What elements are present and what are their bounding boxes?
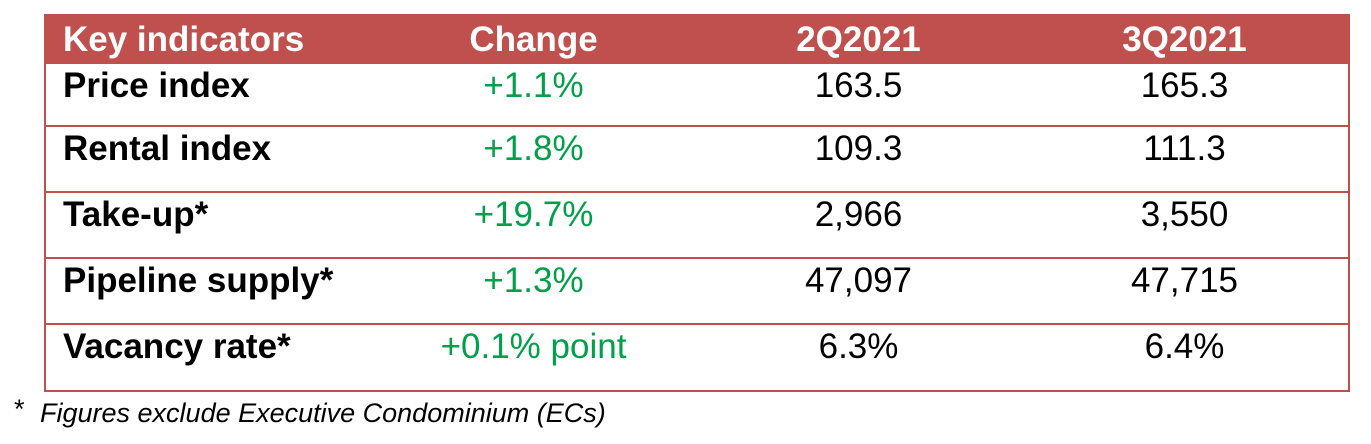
row-3q2021-value: 47,715 bbox=[1130, 261, 1239, 300]
header-change: Change bbox=[469, 20, 598, 59]
table-header-row: Key indicators Change 2Q2021 3Q2021 bbox=[46, 16, 1348, 64]
footnote-text: Figures exclude Executive Condominium (E… bbox=[40, 398, 606, 428]
row-2q2021-value: 47,097 bbox=[804, 261, 913, 300]
table-row: Pipeline supply* +1.3% 47,097 47,715 bbox=[46, 258, 1348, 324]
footnote-marker: * bbox=[14, 394, 25, 424]
row-3q2021-value: 6.4% bbox=[1144, 327, 1225, 366]
row-indicator-label: Rental index bbox=[63, 129, 272, 168]
row-change-value: +1.1% bbox=[483, 66, 584, 105]
table-row: Vacancy rate* +0.1% point 6.3% 6.4% bbox=[46, 324, 1348, 390]
header-key-indicators: Key indicators bbox=[63, 20, 305, 59]
row-change-value: +1.3% bbox=[483, 261, 584, 300]
header-2q2021: 2Q2021 bbox=[796, 20, 921, 59]
table-row: Rental index +1.8% 109.3 111.3 bbox=[46, 126, 1348, 192]
header-3q2021: 3Q2021 bbox=[1122, 20, 1247, 59]
row-change-value: +1.8% bbox=[483, 129, 584, 168]
footnote: * Figures exclude Executive Condominium (… bbox=[14, 394, 606, 429]
row-3q2021-value: 165.3 bbox=[1140, 66, 1229, 105]
table-row: Take-up* +19.7% 2,966 3,550 bbox=[46, 192, 1348, 258]
table-row: Price index +1.1% 163.5 165.3 bbox=[46, 64, 1348, 126]
row-2q2021-value: 6.3% bbox=[818, 327, 899, 366]
row-2q2021-value: 163.5 bbox=[814, 66, 903, 105]
key-indicators-table: Key indicators Change 2Q2021 3Q2021 Pric… bbox=[46, 16, 1348, 390]
row-indicator-label: Vacancy rate* bbox=[63, 327, 291, 366]
row-2q2021-value: 2,966 bbox=[814, 195, 903, 234]
row-indicator-label: Pipeline supply* bbox=[63, 261, 334, 300]
row-change-value: +0.1% point bbox=[440, 327, 627, 366]
row-2q2021-value: 109.3 bbox=[814, 129, 903, 168]
row-indicator-label: Price index bbox=[63, 66, 250, 105]
key-indicators-table-container: Key indicators Change 2Q2021 3Q2021 Pric… bbox=[44, 14, 1350, 392]
row-3q2021-value: 111.3 bbox=[1143, 129, 1226, 168]
row-change-value: +19.7% bbox=[473, 195, 594, 234]
row-indicator-label: Take-up* bbox=[63, 195, 209, 234]
row-3q2021-value: 3,550 bbox=[1140, 195, 1229, 234]
